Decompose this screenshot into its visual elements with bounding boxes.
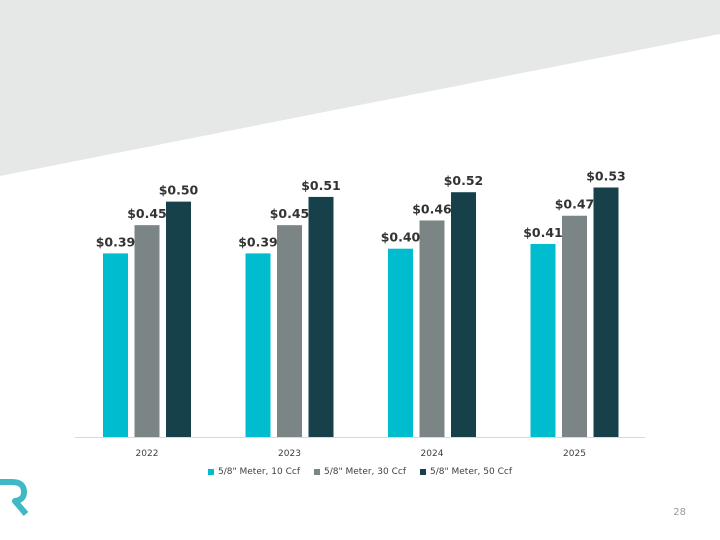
legend-label-series-1: 5/8" Meter, 10 Ccf <box>218 467 300 477</box>
data-label-2023-series-3: $0.51 <box>301 178 341 193</box>
legend-entry-series-2: 5/8" Meter, 30 Ccf <box>314 467 406 477</box>
bar-2025-series-2 <box>562 215 587 437</box>
bar-2024-series-3 <box>451 192 476 437</box>
chart-legend: 5/8" Meter, 10 Ccf 5/8" Meter, 30 Ccf 5/… <box>0 467 720 477</box>
data-label-2024-series-1: $0.40 <box>381 230 421 245</box>
header-band-shape <box>0 0 720 176</box>
data-label-2025-series-1: $0.41 <box>523 225 563 240</box>
x-tick-label-2022: 2022 <box>136 449 159 459</box>
bar-2024-series-2 <box>419 220 445 437</box>
data-label-2023-series-1: $0.39 <box>238 234 278 249</box>
data-labels-layer: $0.39 $0.45 $0.50 $0.39 $0.45 $0.51 $0.40 $0.46… <box>96 169 626 250</box>
data-label-2024-series-3: $0.52 <box>444 173 484 188</box>
bar-2025-series-3 <box>593 187 619 437</box>
page-number: 28 <box>673 507 686 518</box>
bar-2025-series-1 <box>530 243 556 437</box>
bar-2024-series-1 <box>388 248 413 437</box>
legend-swatch-series-3 <box>420 469 426 475</box>
data-label-2023-series-2: $0.45 <box>270 206 310 221</box>
legend-label-series-2: 5/8" Meter, 30 Ccf <box>324 467 406 477</box>
data-label-2022-series-3: $0.50 <box>159 183 199 198</box>
x-tick-label-2023: 2023 <box>278 449 301 459</box>
bars-layer <box>103 187 619 437</box>
data-label-2025-series-3: $0.53 <box>586 169 626 184</box>
data-label-2022-series-1: $0.39 <box>96 234 136 249</box>
bar-2023-series-1 <box>245 253 271 437</box>
legend-swatch-series-2 <box>314 469 320 475</box>
data-label-2024-series-2: $0.46 <box>412 201 452 216</box>
data-label-2022-series-2: $0.45 <box>127 206 167 221</box>
legend-entry-series-3: 5/8" Meter, 50 Ccf <box>420 467 512 477</box>
x-tick-label-2024: 2024 <box>421 449 444 459</box>
data-label-2025-series-2: $0.47 <box>555 197 595 212</box>
x-tick-labels: 2022 2023 2024 2025 <box>136 449 586 459</box>
bar-2023-series-3 <box>308 196 334 437</box>
bar-2023-series-2 <box>277 225 302 437</box>
bar-2022-series-3 <box>166 201 191 437</box>
bar-2022-series-2 <box>134 225 160 437</box>
x-tick-label-2025: 2025 <box>563 449 586 459</box>
legend-swatch-series-1 <box>208 469 214 475</box>
r-logo-icon <box>0 479 29 516</box>
bar-2022-series-1 <box>103 253 128 437</box>
legend-label-series-3: 5/8" Meter, 50 Ccf <box>430 467 512 477</box>
legend-entry-series-1: 5/8" Meter, 10 Ccf <box>208 467 300 477</box>
